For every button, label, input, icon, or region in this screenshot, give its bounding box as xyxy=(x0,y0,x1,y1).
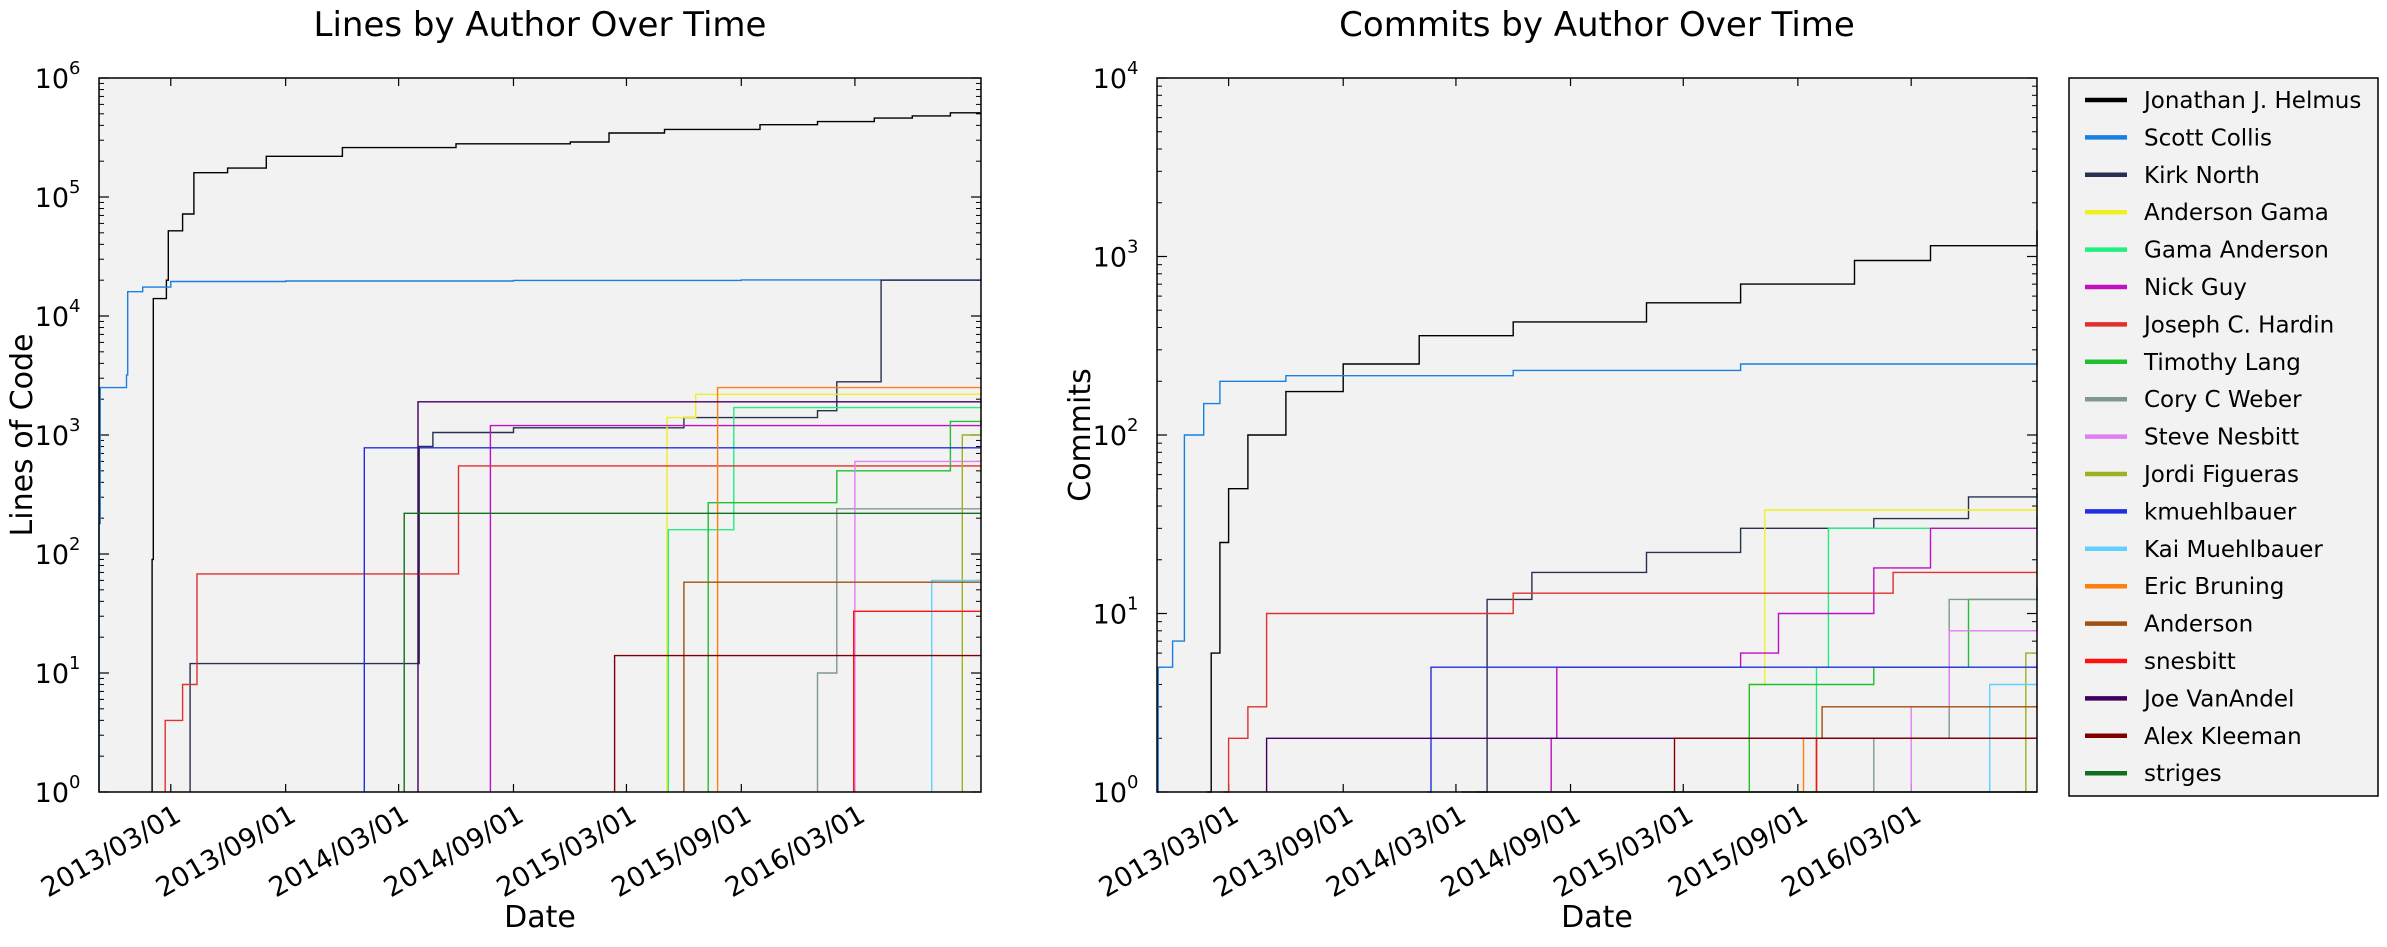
y-tick-exponent: 1 xyxy=(1127,594,1138,615)
legend-item: Jonathan J. Helmus xyxy=(2085,88,2361,114)
legend-item: snesbitt xyxy=(2085,649,2236,675)
y-tick-exponent: 3 xyxy=(69,415,80,436)
series-line-anderson xyxy=(683,581,981,792)
legend-label: Eric Bruning xyxy=(2144,574,2284,600)
legend-label: Jonathan J. Helmus xyxy=(2142,88,2361,114)
legend-label: Anderson Gama xyxy=(2144,200,2329,226)
series-line-kirk-north xyxy=(1477,493,2038,793)
legend-label: kmuehlbauer xyxy=(2144,499,2297,525)
legend-label: Nick Guy xyxy=(2144,275,2247,301)
y-tick-exponent: 0 xyxy=(69,772,80,793)
y-tick-label: 10 xyxy=(35,421,69,452)
y-tick-exponent: 4 xyxy=(1127,58,1138,79)
y-tick-exponent: 4 xyxy=(69,296,80,317)
y-tick-label: 10 xyxy=(1093,600,1127,631)
y-tick-label: 10 xyxy=(35,64,69,95)
legend-label: Kirk North xyxy=(2144,163,2260,189)
y-tick-exponent: 3 xyxy=(1127,237,1138,258)
series-line-joseph-c-hardin xyxy=(1223,571,2037,793)
y-tick-exponent: 6 xyxy=(69,58,80,79)
y-tick-exponent: 0 xyxy=(1127,772,1138,793)
y-tick-label: 10 xyxy=(1093,421,1127,452)
y-tick-label: 10 xyxy=(35,183,69,214)
series-line-jonathan-j-helmus xyxy=(1206,230,2038,793)
plot-area xyxy=(1157,78,2037,792)
legend-item: Scott Collis xyxy=(2085,125,2272,151)
legend-item: Kirk North xyxy=(2085,163,2260,189)
y-tick-label: 10 xyxy=(1093,243,1127,274)
legend-item: Gama Anderson xyxy=(2085,238,2329,264)
series-line-scott-collis xyxy=(1157,359,2038,793)
legend-label: Anderson xyxy=(2144,612,2253,638)
series-line-kmuehlbauer xyxy=(363,447,981,792)
legend-label: Joe VanAndel xyxy=(2142,686,2294,712)
lines-chart: Lines by Author Over Time Date Lines of … xyxy=(5,5,982,935)
legend-item: Jordi Figueras xyxy=(2085,462,2299,488)
series-line-kai-muehlbauer xyxy=(931,579,981,792)
legend-item: Alex Kleeman xyxy=(2085,724,2302,750)
legend-label: Timothy Lang xyxy=(2143,350,2301,376)
legend-label: striges xyxy=(2144,761,2222,787)
legend-item: Anderson xyxy=(2085,612,2253,638)
y-tick-label: 10 xyxy=(35,778,69,809)
legend-label: Alex Kleeman xyxy=(2144,724,2302,750)
plot-area xyxy=(99,78,981,792)
legend-label: Kai Muehlbauer xyxy=(2144,537,2323,563)
legend-label: Cory C Weber xyxy=(2144,387,2302,413)
y-tick-exponent: 1 xyxy=(69,653,80,674)
legend-item: Nick Guy xyxy=(2085,275,2247,301)
y-tick-exponent: 5 xyxy=(69,177,80,198)
y-axis-label: Commits xyxy=(1063,368,1098,501)
y-tick-label: 10 xyxy=(35,302,69,333)
legend-label: Jordi Figueras xyxy=(2142,462,2299,488)
legend: Jonathan J. Helmus Scott Collis Kirk North… xyxy=(2068,77,2379,797)
y-tick-exponent: 2 xyxy=(1127,415,1138,436)
series-line-joseph-c-hardin xyxy=(164,465,981,792)
legend-item: Joe VanAndel xyxy=(2085,686,2294,712)
x-axis-label: Date xyxy=(504,900,576,935)
series-line-alex-kleeman xyxy=(613,654,981,792)
legend-item: Steve Nesbitt xyxy=(2085,425,2299,451)
legend-label: Gama Anderson xyxy=(2144,238,2329,264)
legend-item: Timothy Lang xyxy=(2085,350,2301,376)
legend-item: Kai Muehlbauer xyxy=(2085,537,2323,563)
commits-chart: Commits by Author Over Time Date Commits… xyxy=(1063,5,2038,935)
plot-frame xyxy=(98,77,982,793)
y-axis-label: Lines of Code xyxy=(5,334,40,537)
y-tick-label: 10 xyxy=(35,540,69,571)
legend-label: Steve Nesbitt xyxy=(2144,425,2299,451)
y-tick-label: 10 xyxy=(1093,778,1127,809)
legend-label: snesbitt xyxy=(2144,649,2236,675)
legend-item: Cory C Weber xyxy=(2085,387,2302,413)
chart-title: Lines by Author Over Time xyxy=(314,5,767,45)
legend-item: Eric Bruning xyxy=(2085,574,2284,600)
series-line-jonathan-j-helmus xyxy=(151,112,981,792)
legend-item: Joseph C. Hardin xyxy=(2085,312,2334,338)
series-line-kirk-north xyxy=(189,279,981,792)
y-tick-label: 10 xyxy=(35,659,69,690)
series-line-striges xyxy=(403,512,981,792)
series-line-timothy-lang xyxy=(707,420,981,792)
legend-item: Anderson Gama xyxy=(2085,200,2329,226)
legend-label: Joseph C. Hardin xyxy=(2142,312,2334,338)
legend-item: kmuehlbauer xyxy=(2085,499,2297,525)
legend-label: Scott Collis xyxy=(2144,125,2272,151)
x-axis-label: Date xyxy=(1561,900,1633,935)
series-line-snesbitt xyxy=(853,610,981,792)
y-tick-exponent: 2 xyxy=(69,534,80,555)
plot-frame xyxy=(1156,77,2038,793)
series-line-scott-collis xyxy=(98,279,982,792)
chart-title: Commits by Author Over Time xyxy=(1339,5,1855,45)
series-line-eric-bruning xyxy=(716,386,981,792)
legend-item: striges xyxy=(2085,761,2222,787)
y-tick-label: 10 xyxy=(1093,64,1127,95)
